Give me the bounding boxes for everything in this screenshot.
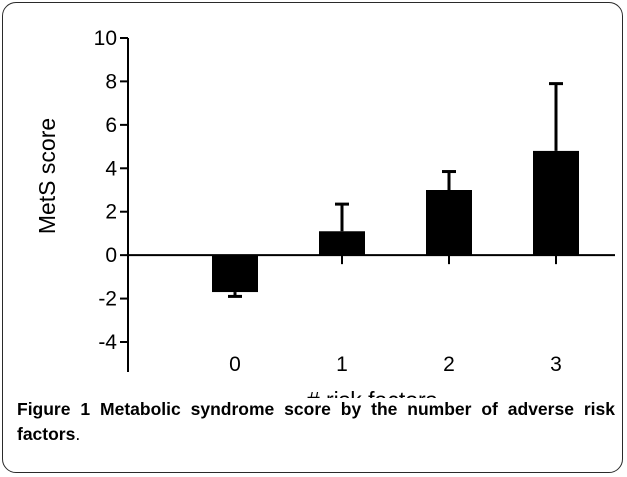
y-ticks: -4 -2 0 2 4 6 8 10: [94, 27, 128, 354]
figure-caption: Figure 1 Metabolic syndrome score by the…: [17, 397, 615, 447]
x-tick-label: 1: [336, 353, 348, 376]
figure-caption-end: .: [75, 424, 81, 444]
figure-frame: -4 -2 0 2 4 6 8 10 0 1 2 3 MetS score # risk facto…: [2, 2, 623, 473]
x-tick-label: 0: [229, 353, 241, 376]
bar-2: [426, 190, 472, 256]
y-tick-label: -2: [98, 288, 117, 311]
y-tick-label: 8: [105, 70, 117, 93]
y-tick-label: 6: [105, 114, 117, 137]
bars: [212, 82, 579, 298]
figure-caption-text: Metabolic syndrome score by the number o…: [17, 399, 615, 444]
y-axis-title: MetS score: [34, 118, 60, 234]
bar-chart: -4 -2 0 2 4 6 8 10 0 1 2 3 MetS score # risk facto…: [34, 27, 615, 398]
y-axis: -4 -2 0 2 4 6 8 10: [94, 27, 129, 372]
y-tick-label: 4: [105, 157, 117, 180]
y-tick-label: 2: [105, 201, 117, 224]
x-tick-label: 3: [550, 353, 562, 376]
x-axis-title: # risk factors: [307, 387, 437, 398]
bar-3: [533, 150, 579, 256]
y-tick-label: -4: [98, 331, 117, 354]
x-ticks: 0 1 2 3: [229, 255, 562, 376]
figure-label: Figure 1: [17, 399, 91, 419]
y-tick-label: 0: [105, 244, 117, 267]
x-tick-label: 2: [443, 353, 455, 376]
bar-1: [319, 231, 365, 256]
y-tick-label: 10: [94, 27, 117, 50]
